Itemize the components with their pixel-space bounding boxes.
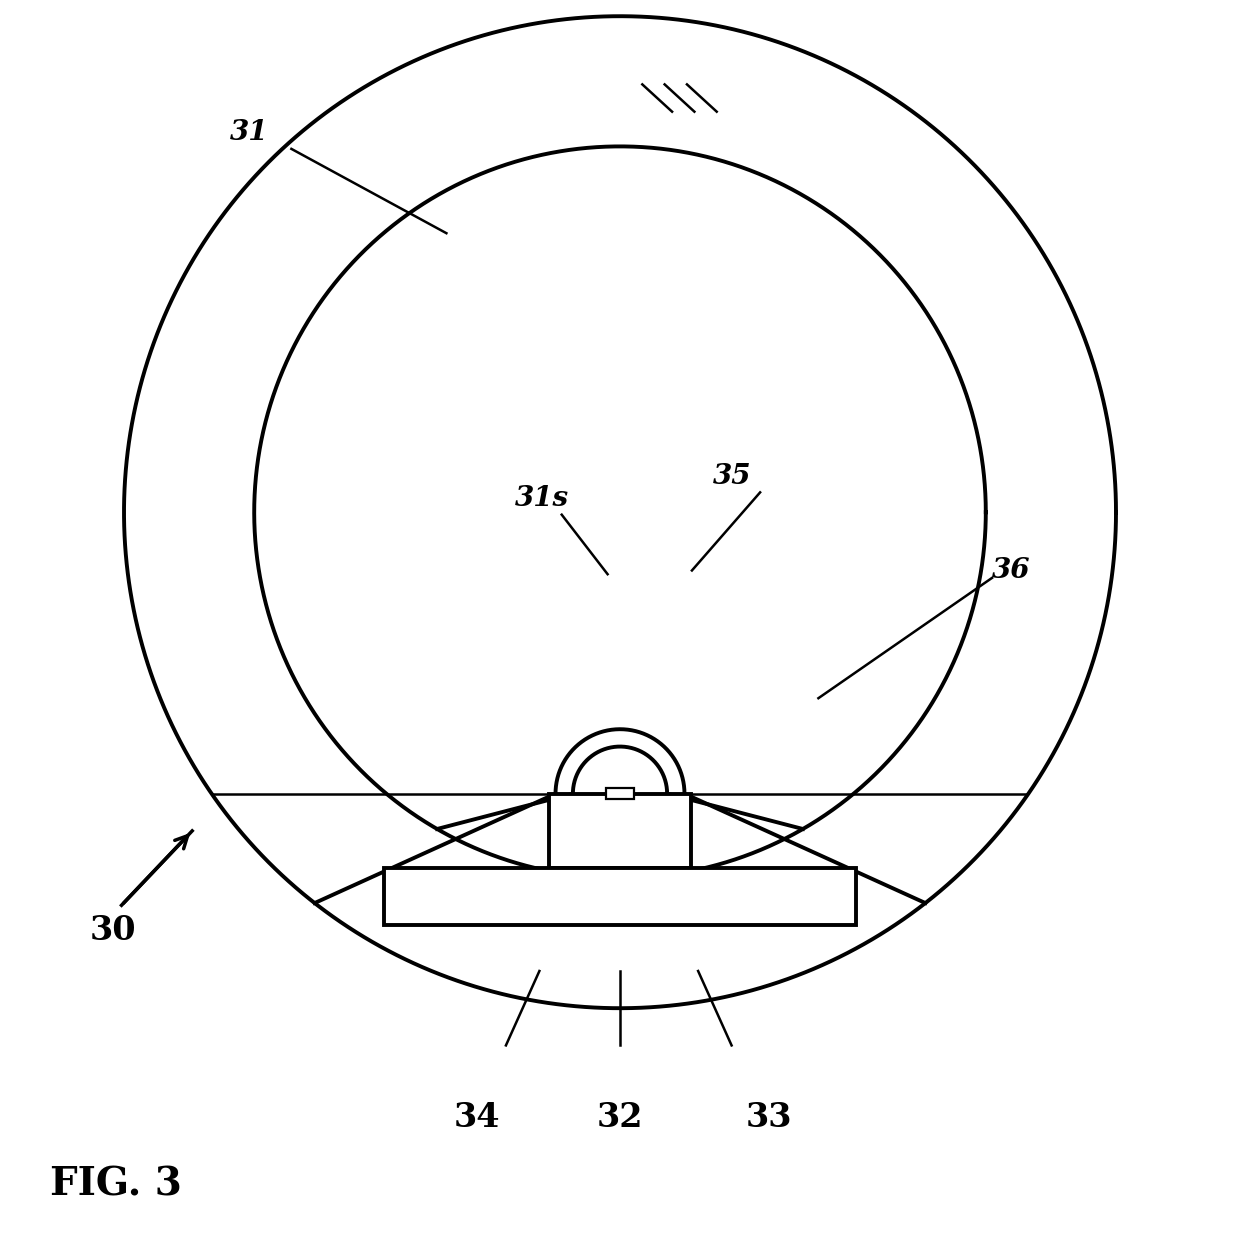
Text: 33: 33 [745, 1101, 792, 1134]
Text: 35: 35 [713, 462, 751, 490]
Bar [549, 794, 692, 868]
Text: FIG. 3: FIG. 3 [50, 1166, 181, 1203]
Text: 32: 32 [596, 1101, 644, 1134]
Bar [384, 868, 856, 925]
Bar [606, 789, 634, 799]
Text: 34: 34 [454, 1101, 501, 1134]
Text: 31: 31 [229, 120, 268, 146]
Text: 30: 30 [89, 914, 136, 946]
Text: 36: 36 [992, 557, 1030, 583]
Text: 31s: 31s [515, 485, 569, 512]
